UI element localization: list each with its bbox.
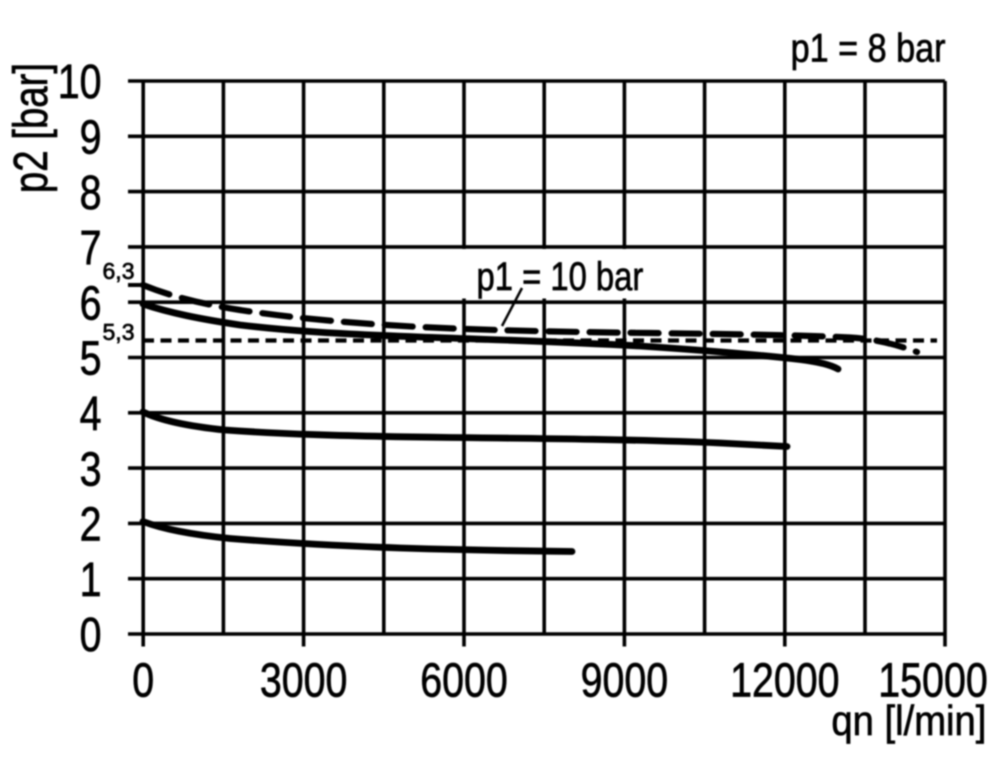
svg-text:4: 4 — [80, 387, 102, 441]
svg-text:8: 8 — [80, 166, 102, 220]
svg-text:qn [l/min]: qn [l/min] — [831, 697, 986, 744]
svg-text:p2 [bar]: p2 [bar] — [5, 63, 58, 193]
svg-text:6,3: 6,3 — [103, 258, 135, 284]
svg-text:6: 6 — [80, 277, 102, 331]
svg-text:0: 0 — [132, 654, 154, 708]
svg-text:9: 9 — [80, 111, 102, 165]
svg-text:10: 10 — [58, 56, 102, 110]
svg-text:p1 = 10 bar: p1 = 10 bar — [477, 254, 644, 299]
svg-text:9000: 9000 — [581, 654, 669, 708]
svg-text:6000: 6000 — [420, 654, 508, 708]
svg-text:15000: 15000 — [878, 654, 987, 708]
svg-text:p1 = 8 bar: p1 = 8 bar — [791, 25, 946, 70]
svg-text:2: 2 — [80, 498, 102, 552]
svg-text:12000: 12000 — [730, 654, 839, 708]
svg-text:3: 3 — [80, 443, 102, 497]
svg-text:5: 5 — [80, 332, 102, 386]
svg-text:5,3: 5,3 — [103, 319, 135, 345]
svg-text:3000: 3000 — [260, 654, 348, 708]
svg-text:1: 1 — [80, 553, 102, 607]
svg-text:0: 0 — [80, 609, 102, 663]
svg-text:7: 7 — [80, 221, 102, 275]
